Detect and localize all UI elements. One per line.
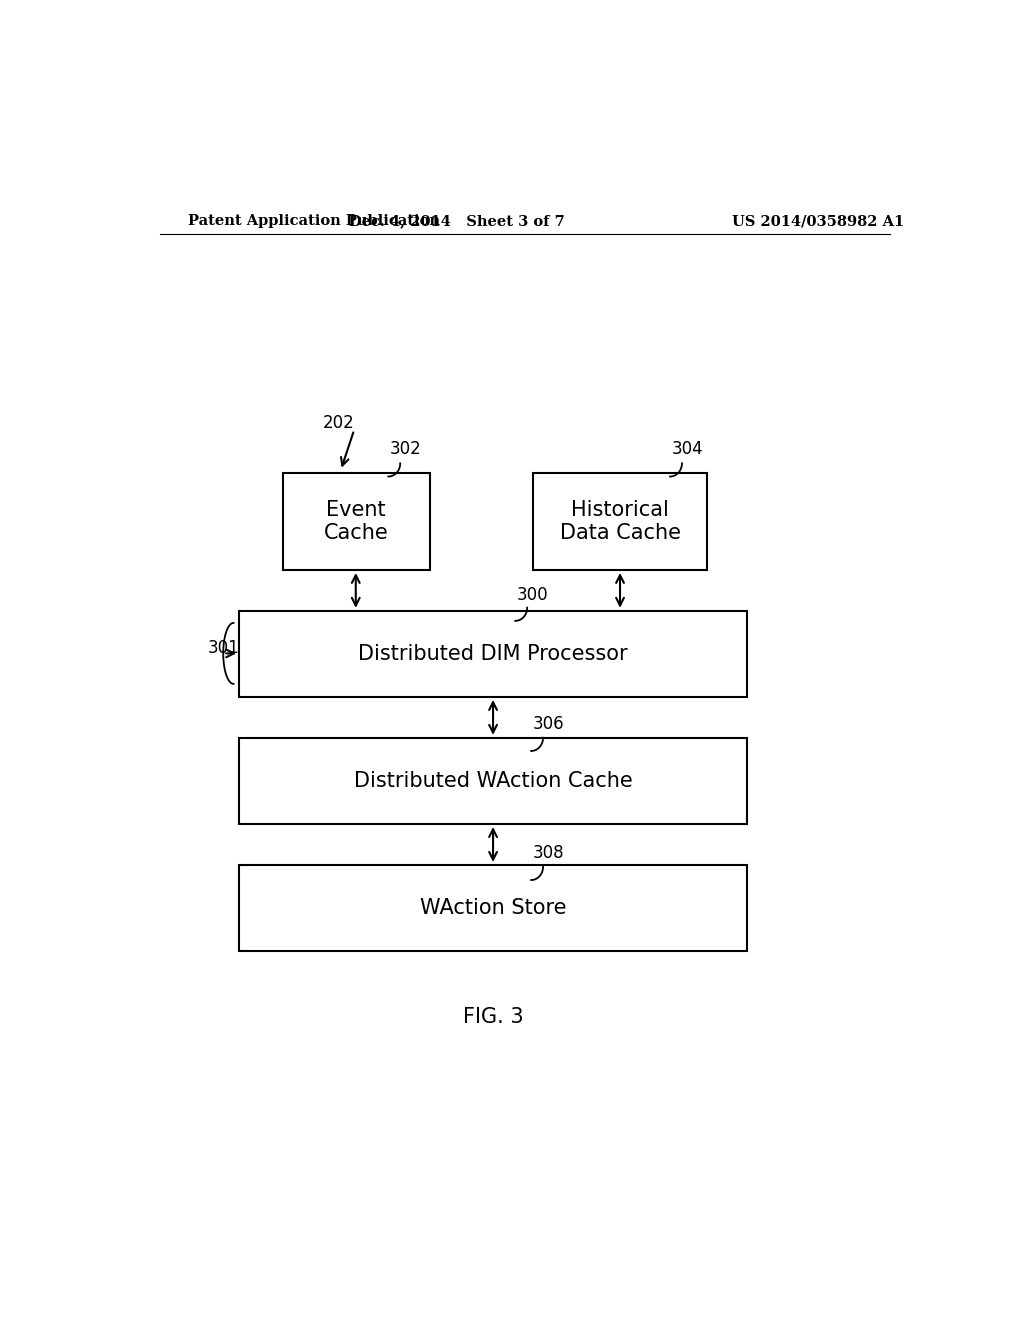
Text: Patent Application Publication: Patent Application Publication [187,214,439,228]
Text: WAction Store: WAction Store [420,898,566,917]
Text: Dec. 4, 2014   Sheet 3 of 7: Dec. 4, 2014 Sheet 3 of 7 [349,214,565,228]
Text: 308: 308 [532,843,564,862]
Text: US 2014/0358982 A1: US 2014/0358982 A1 [732,214,904,228]
Text: Distributed DIM Processor: Distributed DIM Processor [358,644,628,664]
FancyBboxPatch shape [532,474,708,570]
Text: Distributed WAction Cache: Distributed WAction Cache [353,771,633,791]
FancyBboxPatch shape [240,611,748,697]
Text: Event
Cache: Event Cache [324,500,388,544]
Text: 301: 301 [207,639,240,657]
Text: FIG. 3: FIG. 3 [463,1007,523,1027]
FancyBboxPatch shape [240,738,748,824]
Text: 202: 202 [323,413,354,432]
FancyBboxPatch shape [283,474,430,570]
Text: 300: 300 [517,586,549,603]
Text: Historical
Data Cache: Historical Data Cache [559,500,681,544]
Text: 306: 306 [532,714,564,733]
Text: 302: 302 [390,441,422,458]
FancyBboxPatch shape [240,865,748,952]
Text: 304: 304 [672,441,703,458]
